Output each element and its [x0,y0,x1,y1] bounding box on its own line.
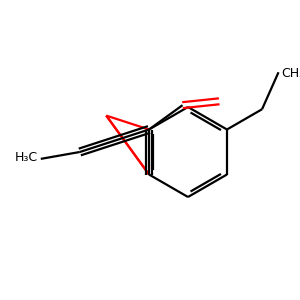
Text: H₃C: H₃C [15,152,38,164]
Text: CH₃: CH₃ [281,67,300,80]
